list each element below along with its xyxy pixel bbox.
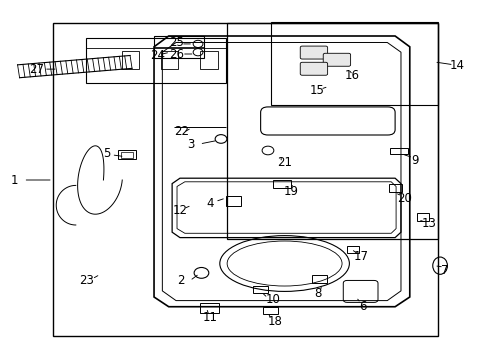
Bar — [389, 148, 407, 154]
Text: 3: 3 — [186, 138, 194, 150]
Text: 22: 22 — [174, 125, 189, 138]
FancyBboxPatch shape — [300, 62, 327, 75]
Bar — [200, 51, 217, 69]
Text: 26: 26 — [169, 48, 184, 61]
Text: 10: 10 — [265, 293, 280, 306]
Text: 6: 6 — [358, 300, 366, 312]
Text: 21: 21 — [277, 156, 291, 169]
Bar — [253, 286, 267, 293]
Text: 11: 11 — [203, 311, 217, 324]
Bar — [199, 303, 219, 313]
Bar — [311, 275, 326, 283]
Text: 14: 14 — [449, 59, 464, 72]
Bar — [154, 36, 204, 58]
Text: 27: 27 — [29, 63, 44, 76]
Text: 8: 8 — [313, 287, 321, 300]
Text: 13: 13 — [421, 217, 436, 230]
Text: 25: 25 — [169, 36, 184, 49]
FancyBboxPatch shape — [323, 53, 350, 66]
Text: 2: 2 — [177, 274, 184, 287]
Bar — [416, 213, 428, 221]
Text: 1: 1 — [11, 174, 19, 186]
Bar — [272, 180, 290, 188]
Bar — [53, 23, 437, 336]
Text: 19: 19 — [283, 185, 298, 198]
Text: 4: 4 — [206, 197, 214, 210]
Bar — [161, 51, 178, 69]
Text: 16: 16 — [344, 69, 359, 82]
Bar — [225, 196, 240, 206]
Text: 7: 7 — [440, 264, 448, 276]
Text: 18: 18 — [267, 315, 282, 328]
Bar — [346, 246, 359, 253]
Text: 23: 23 — [80, 274, 94, 287]
Text: 15: 15 — [309, 84, 324, 96]
Bar — [263, 307, 277, 314]
Bar — [121, 152, 133, 158]
Text: 20: 20 — [397, 192, 411, 204]
Text: 5: 5 — [102, 147, 110, 159]
Bar — [118, 150, 136, 159]
Bar — [227, 23, 437, 239]
FancyBboxPatch shape — [300, 46, 327, 59]
Bar — [122, 51, 139, 69]
Bar — [271, 22, 437, 105]
Text: 12: 12 — [172, 204, 187, 217]
Text: 9: 9 — [410, 154, 418, 167]
Text: 24: 24 — [150, 49, 164, 62]
Text: 17: 17 — [353, 250, 367, 263]
Bar — [388, 184, 401, 192]
